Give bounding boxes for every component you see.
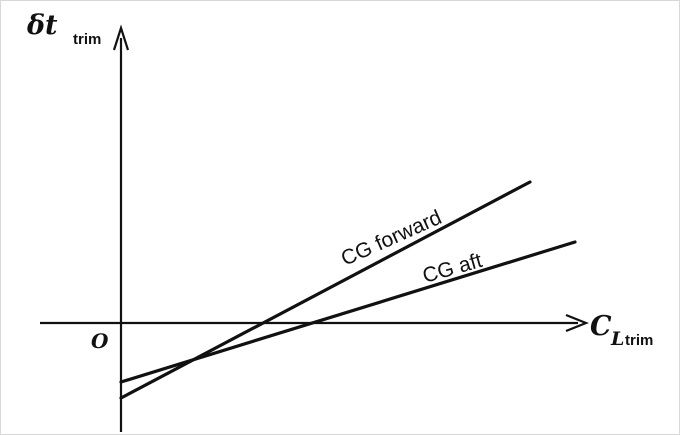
cg-aft-line <box>119 240 577 384</box>
y-axis-label: δt trim <box>26 10 101 48</box>
x-axis-sub-italic: L <box>610 328 624 350</box>
x-axis-symbol: C <box>590 311 612 342</box>
origin-label: O <box>91 329 109 353</box>
y-axis-symbol: δt <box>26 10 58 41</box>
y-axis-subscript: trim <box>73 31 101 48</box>
x-axis-subscript: trim <box>625 332 653 349</box>
x-axis-arrowhead <box>565 313 589 333</box>
y-axis-arrowhead <box>112 24 130 51</box>
x-axis-label: C L trim <box>590 311 653 350</box>
